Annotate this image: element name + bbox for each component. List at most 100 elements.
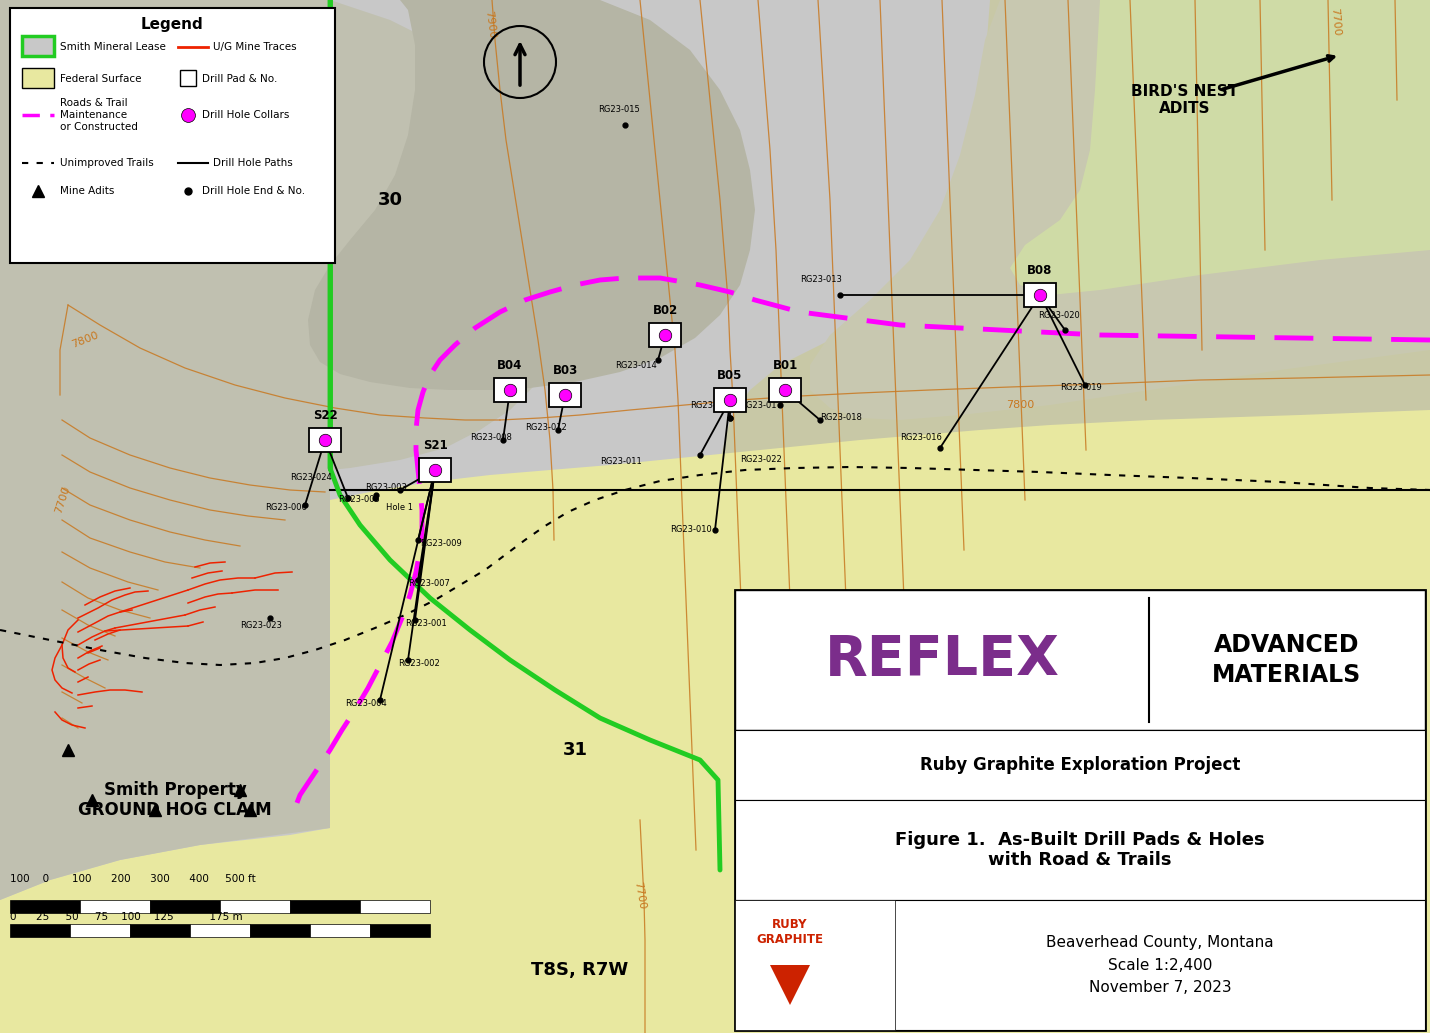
Text: 30: 30 xyxy=(378,191,402,209)
Bar xyxy=(735,730,1426,800)
Text: Figure 1.  As-Built Drill Pads & Holes
with Road & Trails: Figure 1. As-Built Drill Pads & Holes wi… xyxy=(895,831,1264,870)
Text: RG23-010: RG23-010 xyxy=(671,526,712,534)
Text: Hole 1: Hole 1 xyxy=(386,503,413,512)
Text: RG23-007: RG23-007 xyxy=(408,578,450,588)
Bar xyxy=(80,900,150,913)
Bar xyxy=(70,924,130,937)
Text: RG23-002: RG23-002 xyxy=(398,658,440,667)
Text: RG23-006: RG23-006 xyxy=(265,503,307,512)
Text: Drill Hole End & No.: Drill Hole End & No. xyxy=(202,186,305,196)
Text: REFLEX: REFLEX xyxy=(825,633,1060,687)
Bar xyxy=(735,590,1426,1030)
Bar xyxy=(130,924,190,937)
Bar xyxy=(1024,283,1055,307)
Text: 0      25     50     75    100    125           175 m: 0 25 50 75 100 125 175 m xyxy=(10,912,243,922)
Text: Federal Surface: Federal Surface xyxy=(60,74,142,84)
Polygon shape xyxy=(0,0,561,900)
Bar xyxy=(190,924,250,937)
Bar xyxy=(180,70,196,86)
Text: 7900: 7900 xyxy=(483,10,496,39)
Text: RG23-001: RG23-001 xyxy=(405,619,446,627)
Bar xyxy=(649,323,681,347)
Text: RG23-014: RG23-014 xyxy=(615,361,656,370)
Text: Beaverhead County, Montana
Scale 1:2,400
November 7, 2023: Beaverhead County, Montana Scale 1:2,400… xyxy=(1047,935,1274,995)
Text: B04: B04 xyxy=(498,359,523,372)
Bar xyxy=(220,900,290,913)
Text: Roads & Trail
Maintenance
or Constructed: Roads & Trail Maintenance or Constructed xyxy=(60,97,137,132)
Text: RG23-009: RG23-009 xyxy=(420,538,462,547)
Text: BIRD'S NEST
ADITS: BIRD'S NEST ADITS xyxy=(1131,84,1238,116)
Text: T8S, R7W: T8S, R7W xyxy=(532,961,629,979)
Text: RG23-024: RG23-024 xyxy=(290,473,332,482)
Text: Drill Hole Paths: Drill Hole Paths xyxy=(213,158,293,168)
Polygon shape xyxy=(307,0,755,390)
Text: RG23-015: RG23-015 xyxy=(598,105,639,115)
Bar xyxy=(735,800,1426,900)
Text: 7800: 7800 xyxy=(1005,400,1034,410)
Bar xyxy=(21,68,54,88)
Text: RG23-023: RG23-023 xyxy=(240,621,282,629)
Polygon shape xyxy=(809,0,1430,420)
Bar xyxy=(549,383,581,407)
Bar xyxy=(310,924,370,937)
Text: 7700: 7700 xyxy=(632,880,648,910)
Text: RG23-021: RG23-021 xyxy=(691,401,732,409)
Text: RG23-013: RG23-013 xyxy=(799,276,842,284)
Polygon shape xyxy=(719,0,1430,530)
Bar xyxy=(10,900,80,913)
Text: RG23-019: RG23-019 xyxy=(1060,383,1101,393)
Bar xyxy=(10,924,70,937)
Text: RG23-016: RG23-016 xyxy=(899,434,942,442)
Polygon shape xyxy=(769,965,809,1005)
Text: B01: B01 xyxy=(772,359,798,372)
Bar xyxy=(735,900,895,1030)
Text: Mine Adits: Mine Adits xyxy=(60,186,114,196)
Text: RG23-018: RG23-018 xyxy=(819,413,862,422)
Bar xyxy=(250,924,310,937)
Bar xyxy=(10,8,335,263)
Text: RUBY
GRAPHITE: RUBY GRAPHITE xyxy=(756,918,824,946)
Text: RG23-011: RG23-011 xyxy=(601,458,642,467)
Text: B08: B08 xyxy=(1027,264,1052,277)
Text: RG23-022: RG23-022 xyxy=(739,456,782,465)
Bar xyxy=(714,388,746,412)
Text: B02: B02 xyxy=(652,304,678,317)
Text: S22: S22 xyxy=(313,409,337,422)
Bar xyxy=(150,900,220,913)
Text: RG23-012: RG23-012 xyxy=(525,424,566,433)
Bar xyxy=(21,36,54,56)
Text: 7700: 7700 xyxy=(1328,7,1341,36)
Text: RG23-008: RG23-008 xyxy=(470,434,512,442)
Polygon shape xyxy=(1010,0,1430,295)
Polygon shape xyxy=(0,410,1430,1033)
Text: Smith Mineral Lease: Smith Mineral Lease xyxy=(60,42,166,52)
Text: 31: 31 xyxy=(562,741,588,759)
Text: B05: B05 xyxy=(718,369,742,382)
Text: 7700: 7700 xyxy=(54,486,72,515)
Text: 7800: 7800 xyxy=(70,331,100,350)
Bar xyxy=(290,900,360,913)
Text: S21: S21 xyxy=(423,439,448,452)
Bar xyxy=(419,458,450,482)
Text: 100    0       100      200      300      400     500 ft: 100 0 100 200 300 400 500 ft xyxy=(10,874,256,884)
Text: Legend: Legend xyxy=(142,17,204,31)
Text: Drill Pad & No.: Drill Pad & No. xyxy=(202,74,277,84)
Bar xyxy=(309,428,340,452)
Text: Ruby Graphite Exploration Project: Ruby Graphite Exploration Project xyxy=(919,756,1240,774)
Text: B03: B03 xyxy=(552,364,578,377)
Text: Unimproved Trails: Unimproved Trails xyxy=(60,158,154,168)
Text: ADVANCED
MATERIALS: ADVANCED MATERIALS xyxy=(1213,633,1361,687)
Bar xyxy=(370,924,430,937)
Text: RG23-003: RG23-003 xyxy=(365,483,408,493)
Bar xyxy=(493,378,526,402)
Text: Drill Hole Collars: Drill Hole Collars xyxy=(202,109,289,120)
Text: RG23-004: RG23-004 xyxy=(345,698,386,708)
Text: RG23-020: RG23-020 xyxy=(1038,312,1080,320)
Bar xyxy=(735,900,1426,1030)
Text: U/G Mine Traces: U/G Mine Traces xyxy=(213,42,296,52)
Text: RG23-005: RG23-005 xyxy=(337,496,380,504)
Bar xyxy=(735,590,1426,730)
Text: RG23-017: RG23-017 xyxy=(739,401,782,409)
Bar xyxy=(769,378,801,402)
Text: Smith Property
GROUND HOG CLAIM: Smith Property GROUND HOG CLAIM xyxy=(79,781,272,819)
